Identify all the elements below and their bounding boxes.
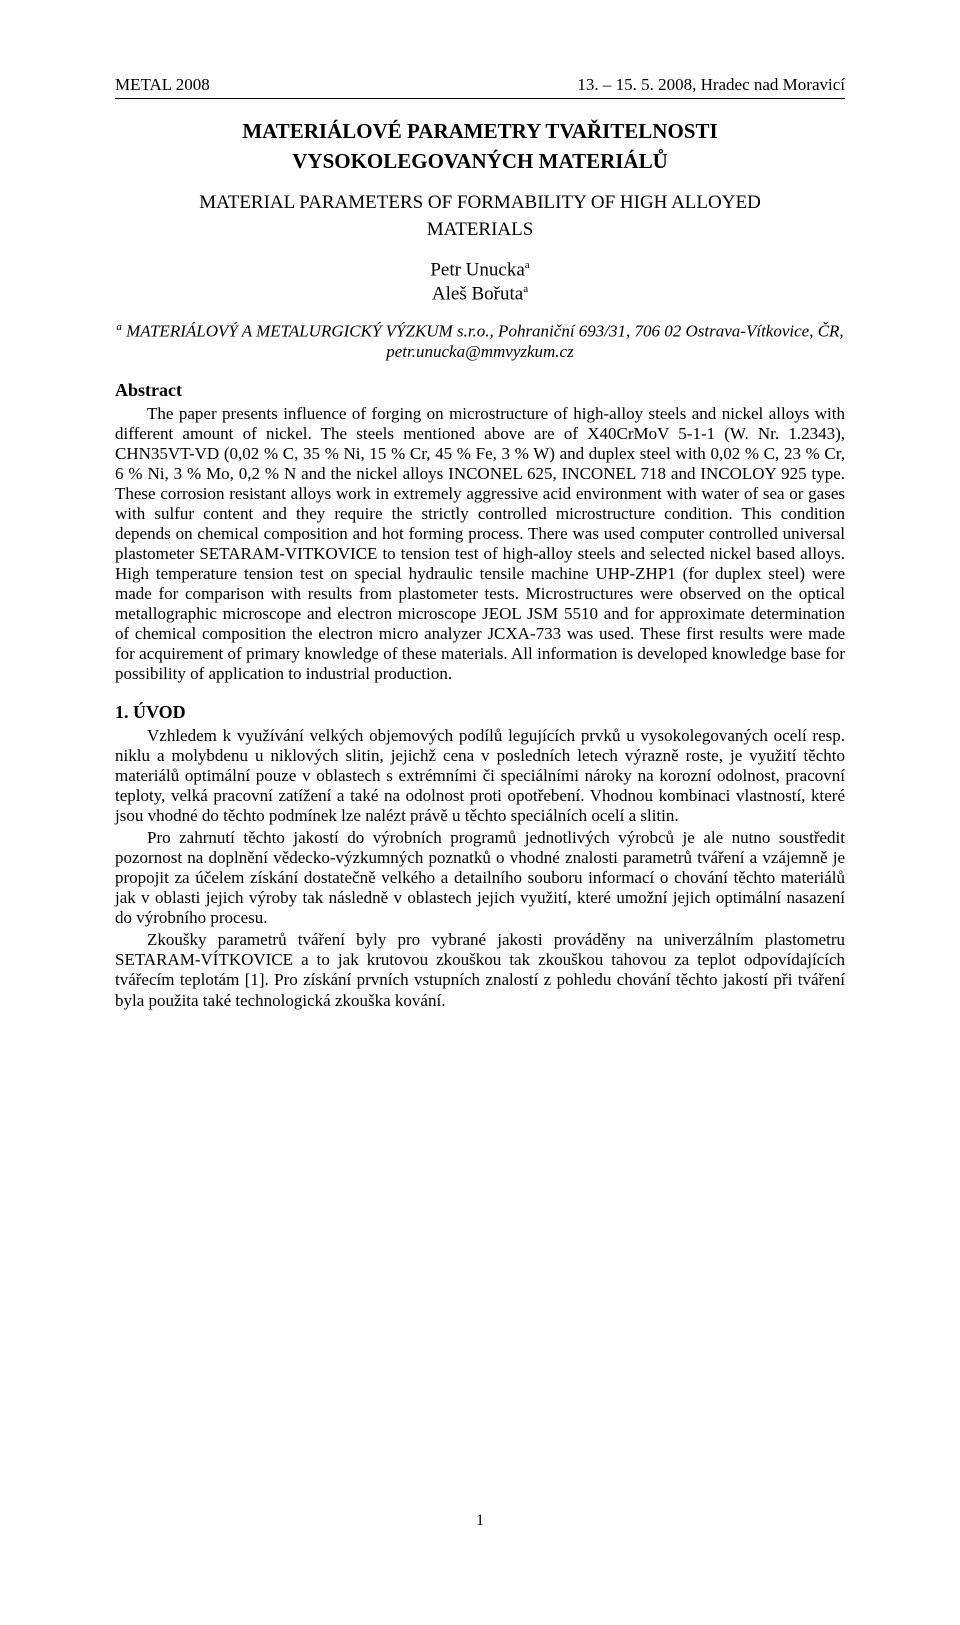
page-number: 1 — [115, 1511, 845, 1530]
header-divider — [115, 98, 845, 99]
author-2: Aleš Bořutaa — [115, 283, 845, 306]
section-1-para-2: Pro zahrnutí těchto jakostí do výrobních… — [115, 828, 845, 928]
author-2-name: Aleš Bořuta — [432, 284, 523, 305]
abstract-body: The paper presents influence of forging … — [115, 404, 845, 685]
title-english-line1: MATERIAL PARAMETERS OF FORMABILITY OF HI… — [115, 192, 845, 215]
author-1: Petr Unuckaa — [115, 259, 845, 282]
title-czech-line1: MATERIÁLOVÉ PARAMETRY TVAŘITELNOSTI — [115, 119, 845, 144]
abstract-text: The paper presents influence of forging … — [115, 404, 845, 684]
section-1-para-3: Zkoušky parametrů tváření byly pro vybra… — [115, 930, 845, 1010]
author-1-sup: a — [525, 259, 530, 271]
abstract-heading: Abstract — [115, 380, 845, 402]
title-english-line2: MATERIALS — [115, 219, 845, 242]
section-1-para-1: Vzhledem k využívání velkých objemových … — [115, 726, 845, 826]
header-left: METAL 2008 — [115, 75, 210, 95]
header-right: 13. – 15. 5. 2008, Hradec nad Moravicí — [577, 75, 845, 95]
affiliation-text: MATERIÁLOVÝ A METALURGICKÝ VÝZKUM s.r.o.… — [122, 321, 844, 360]
affiliation: a MATERIÁLOVÝ A METALURGICKÝ VÝZKUM s.r.… — [115, 321, 845, 362]
section-1-heading: 1. ÚVOD — [115, 702, 845, 724]
author-1-name: Petr Unucka — [430, 260, 524, 281]
title-czech-line2: VYSOKOLEGOVANÝCH MATERIÁLŮ — [115, 149, 845, 174]
page-header: METAL 2008 13. – 15. 5. 2008, Hradec nad… — [115, 75, 845, 95]
author-2-sup: a — [523, 283, 528, 295]
